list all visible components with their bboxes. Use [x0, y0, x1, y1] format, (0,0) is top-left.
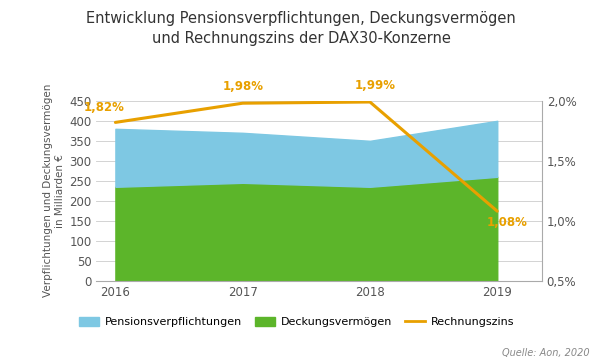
Text: 1,99%: 1,99% [355, 79, 396, 92]
Text: Entwicklung Pensionsverpflichtungen, Deckungsvermögen
und Rechnungszins der DAX3: Entwicklung Pensionsverpflichtungen, Dec… [86, 11, 516, 46]
Y-axis label: Verpflichtungen und Deckungsvermögen
in Milliarden €: Verpflichtungen und Deckungsvermögen in … [43, 84, 65, 297]
Text: Quelle: Aon, 2020: Quelle: Aon, 2020 [502, 348, 590, 358]
Text: 1,98%: 1,98% [222, 81, 263, 94]
Text: 1,82%: 1,82% [84, 101, 125, 114]
Text: 1,08%: 1,08% [486, 216, 527, 229]
Legend: Pensionsverpflichtungen, Deckungsvermögen, Rechnungszins: Pensionsverpflichtungen, Deckungsvermöge… [76, 313, 518, 330]
